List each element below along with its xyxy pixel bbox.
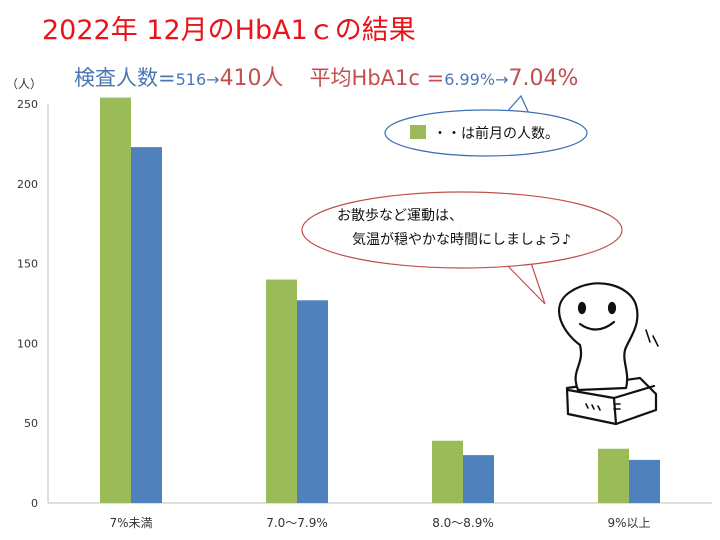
legend-callout-gap: [504, 113, 532, 117]
count-now: 410人: [219, 66, 284, 91]
bubble-line-2: 気温が穏やかな時間にしましょう♪: [352, 232, 571, 248]
count-label: 検査人数=: [74, 66, 176, 90]
y-tick-label: 50: [24, 417, 38, 430]
avg-arrow: →: [495, 70, 509, 89]
y-tick-label: 150: [17, 258, 38, 271]
bar-prev-month: [266, 279, 297, 503]
x-tick-label: 9%以上: [607, 516, 650, 530]
x-tick-label: 7.0～7.9%: [266, 516, 328, 530]
y-tick-label: 250: [17, 98, 38, 111]
bar-prev-month: [598, 448, 629, 503]
speech-bubble: お散歩など運動は、 気温が穏やかな時間にしましょう♪: [301, 191, 623, 305]
mascot-character-icon: [558, 282, 659, 426]
y-ticks: 0 50 100 150 200 250: [17, 98, 38, 510]
bubble-line-1: お散歩など運動は、: [337, 208, 463, 224]
y-tick-label: 200: [17, 178, 38, 191]
legend-callout: ・・は前月の人数。: [384, 94, 588, 157]
bars: [100, 97, 660, 504]
y-axis-unit: （人）: [6, 77, 42, 91]
page-title: 2022年 12月のHbA1ｃの結果: [42, 15, 416, 46]
avg-prev: 6.99%: [444, 70, 496, 89]
y-tick-label: 100: [17, 337, 38, 350]
legend-note: ・・は前月の人数。: [433, 125, 559, 142]
bar-prev-month: [432, 440, 463, 503]
avg-now: 7.04%: [508, 66, 579, 91]
x-tick-label: 7%未満: [109, 516, 152, 530]
bar-this-month: [629, 459, 660, 503]
legend-swatch-prev: [410, 125, 426, 139]
subtitle: 検査人数=516→410人 平均HbA1c =6.99%→7.04%: [74, 60, 578, 92]
bar-prev-month: [100, 97, 131, 503]
count-prev: 516: [175, 70, 207, 89]
bar-this-month: [297, 300, 328, 503]
x-tick-label: 8.0～8.9%: [432, 516, 494, 530]
x-ticks: 7%未満 7.0～7.9% 8.0～8.9% 9%以上: [109, 516, 650, 530]
speech-bubble-gap: [502, 256, 526, 261]
avg-label: 平均HbA1c =: [309, 66, 445, 90]
speech-bubble-body: [301, 191, 623, 269]
bar-this-month: [463, 455, 494, 503]
legend-callout-bubble: [384, 109, 588, 157]
count-arrow: →: [206, 70, 220, 89]
y-tick-label: 0: [31, 497, 38, 510]
bar-this-month: [131, 147, 162, 504]
